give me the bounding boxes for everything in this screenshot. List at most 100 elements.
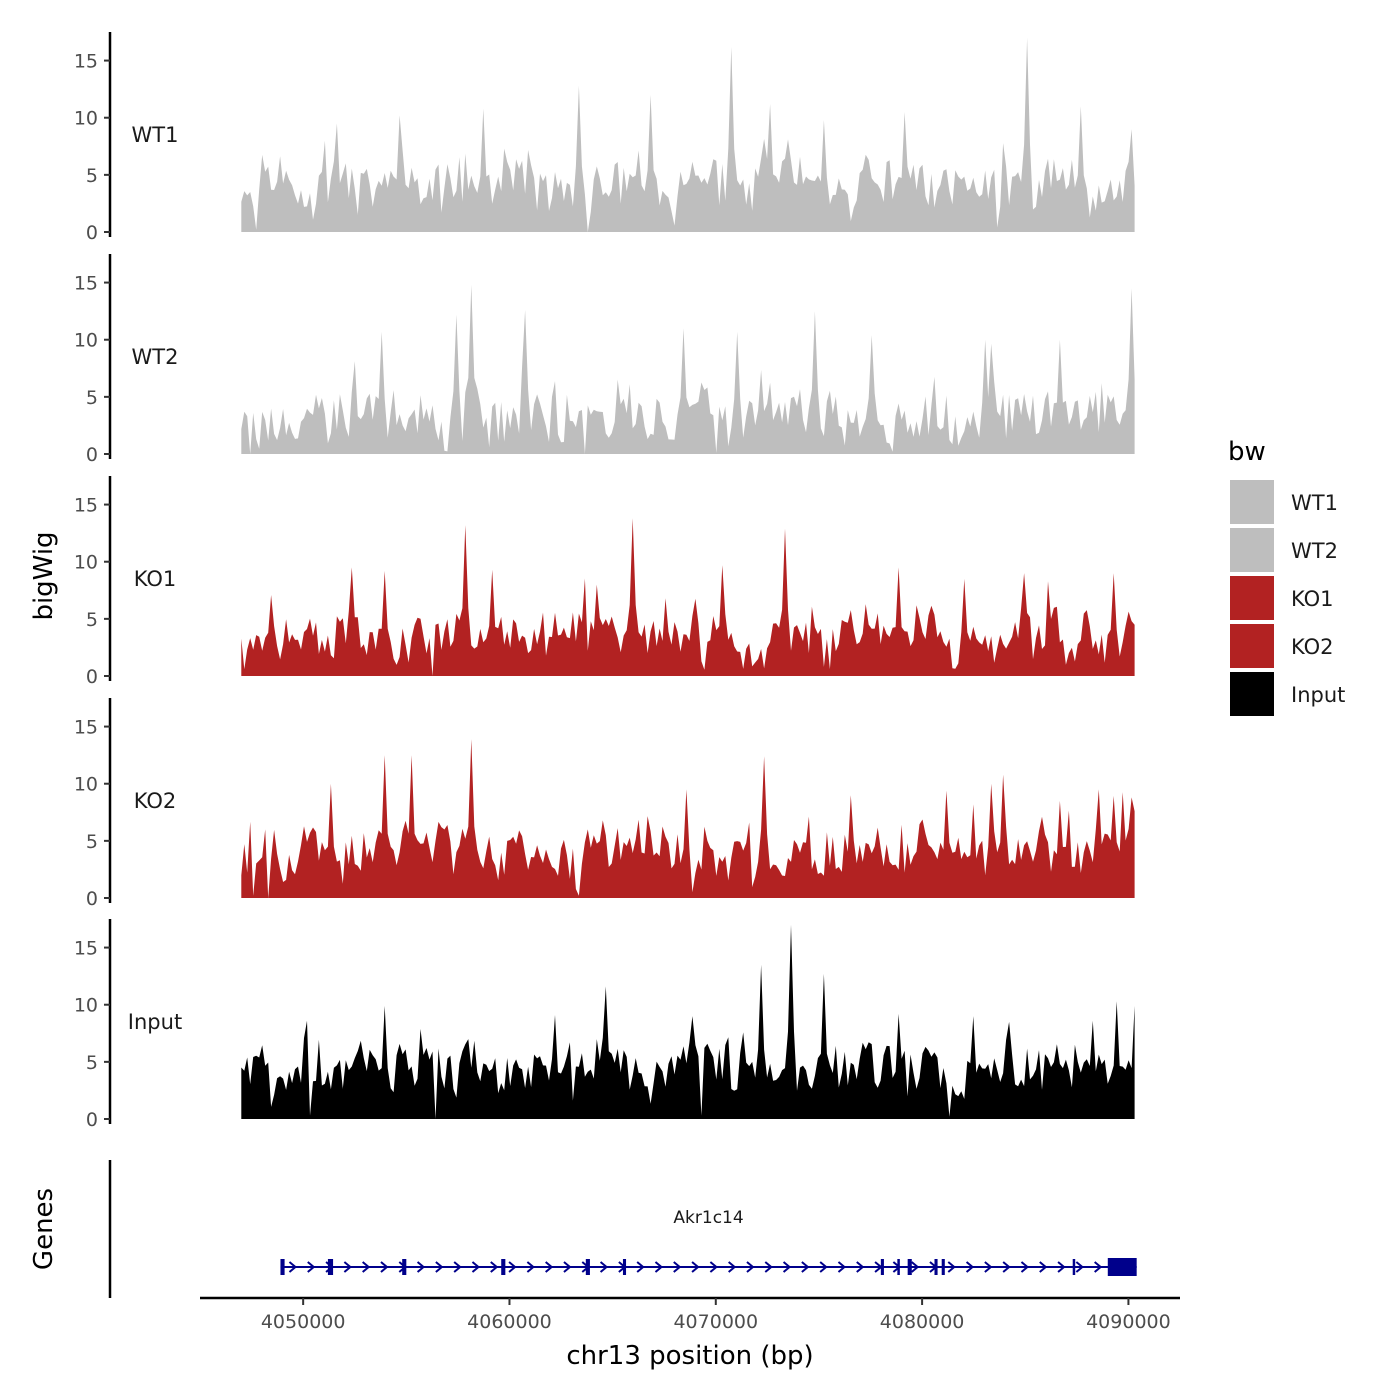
track-input: 0 5 10 15 Input (74, 919, 1135, 1131)
strand-arrow (746, 1261, 755, 1273)
track-label: WT1 (132, 123, 179, 147)
y-tick-label: 5 (86, 831, 98, 853)
legend-swatch-wt1 (1230, 480, 1274, 524)
gene-exon (402, 1259, 407, 1275)
x-tick-label: 4060000 (467, 1311, 552, 1333)
strand-arrow (563, 1261, 572, 1273)
strand-arrow (490, 1261, 499, 1273)
legend-title: bw (1228, 437, 1266, 467)
gene-exon (934, 1259, 938, 1275)
y-tick-label: 10 (74, 774, 98, 796)
genes-panel-title: Genes (29, 1188, 59, 1270)
strand-arrow (508, 1261, 517, 1273)
strand-arrow (965, 1261, 975, 1273)
y-tick-label: 5 (86, 1052, 98, 1074)
y-tick-label: 5 (86, 165, 98, 187)
gene-exon (622, 1259, 627, 1275)
y-tick-label: 0 (86, 888, 98, 910)
legend-swatch-wt2 (1230, 528, 1274, 572)
strand-arrow (636, 1261, 645, 1273)
y-tick-label: 0 (86, 1109, 98, 1131)
gene-exon (501, 1259, 506, 1275)
strand-arrow (416, 1261, 426, 1273)
legend-label-ko2: KO2 (1291, 635, 1334, 659)
strand-arrow (599, 1261, 609, 1273)
y-tick-label: 15 (74, 938, 98, 960)
strand-arrow (691, 1261, 700, 1273)
strand-arrow (728, 1261, 737, 1273)
genes-track: Akr1c14 (108, 1160, 1137, 1298)
track-label: Input (128, 1010, 182, 1034)
strand-arrow (1020, 1261, 1030, 1273)
strand-arrow (288, 1261, 298, 1273)
strand-arrow (380, 1261, 389, 1273)
signal-area-ko1 (241, 518, 1135, 676)
track-label: KO1 (134, 567, 177, 591)
strand-arrow (545, 1261, 554, 1273)
y-tick-label: 15 (74, 717, 98, 739)
legend-swatch-input (1230, 672, 1274, 716)
x-tick-label: 4090000 (1086, 1311, 1171, 1333)
strand-arrow (435, 1261, 444, 1273)
gene-exon (897, 1259, 900, 1275)
strand-arrow (911, 1261, 920, 1273)
gene-exon (907, 1259, 912, 1275)
y-tick-label: 0 (86, 666, 98, 688)
y-tick-label: 5 (86, 609, 98, 631)
strand-arrow (526, 1261, 535, 1273)
y-tick-label: 5 (86, 387, 98, 409)
y-tick-label: 0 (86, 444, 98, 466)
y-tick-label: 0 (86, 222, 98, 244)
strand-arrow (819, 1261, 828, 1273)
legend-label-input: Input (1291, 683, 1345, 707)
strand-arrow (362, 1261, 371, 1273)
legend-swatch-ko2 (1230, 624, 1274, 668)
legend-label-wt2: WT2 (1291, 539, 1338, 563)
strand-arrow (654, 1261, 664, 1273)
track-ko1: 0 5 10 15 KO1 (74, 476, 1135, 688)
gene-exon (880, 1259, 884, 1275)
strand-arrow (782, 1261, 792, 1273)
x-tick-label: 4050000 (261, 1311, 346, 1333)
gene-exon (941, 1259, 945, 1275)
legend-swatch-ko1 (1230, 576, 1274, 620)
strand-arrow (984, 1261, 993, 1273)
track-wt2: 0 5 10 15 WT2 (74, 254, 1135, 466)
y-tick-label: 10 (74, 995, 98, 1017)
strand-arrow (709, 1261, 718, 1273)
y-tick-label: 15 (74, 273, 98, 295)
strand-arrow (856, 1261, 865, 1273)
signal-tracks: 0 5 10 15 WT1 0 5 10 15 WT2 0 5 10 15 KO1 0 5 10 15 KO2 0 5 10… (74, 32, 1135, 1131)
gene-exon (1107, 1258, 1137, 1276)
strand-arrow (1002, 1261, 1011, 1273)
signal-area-wt2 (241, 284, 1135, 454)
track-label: KO2 (134, 789, 177, 813)
y-tick-label: 10 (74, 330, 98, 352)
strand-arrow (1039, 1261, 1048, 1273)
signal-area-wt1 (241, 37, 1135, 233)
strand-arrow (801, 1261, 810, 1273)
strand-arrow (947, 1261, 956, 1273)
strand-arrow (1075, 1261, 1084, 1273)
gene-exon (1072, 1259, 1076, 1275)
track-ko2: 0 5 10 15 KO2 (74, 698, 1135, 910)
strand-arrow (673, 1261, 682, 1273)
strand-arrow (764, 1261, 773, 1273)
gene-exon (327, 1259, 334, 1275)
legend-label-wt1: WT1 (1291, 491, 1338, 515)
legend-label-ko1: KO1 (1291, 587, 1334, 611)
strand-arrow (1057, 1261, 1066, 1273)
y-tick-label: 10 (74, 108, 98, 130)
strand-arrow (307, 1261, 316, 1273)
signal-area-input (241, 924, 1135, 1119)
y-tick-label: 10 (74, 552, 98, 574)
y-tick-label: 15 (74, 495, 98, 517)
track-label: WT2 (132, 345, 179, 369)
strand-arrow (471, 1261, 481, 1273)
gene-name-label: Akr1c14 (673, 1208, 743, 1228)
x-tick-label: 4080000 (880, 1311, 965, 1333)
x-tick-label: 4070000 (673, 1311, 758, 1333)
strand-arrow (837, 1261, 847, 1273)
gene-exon (280, 1259, 285, 1275)
